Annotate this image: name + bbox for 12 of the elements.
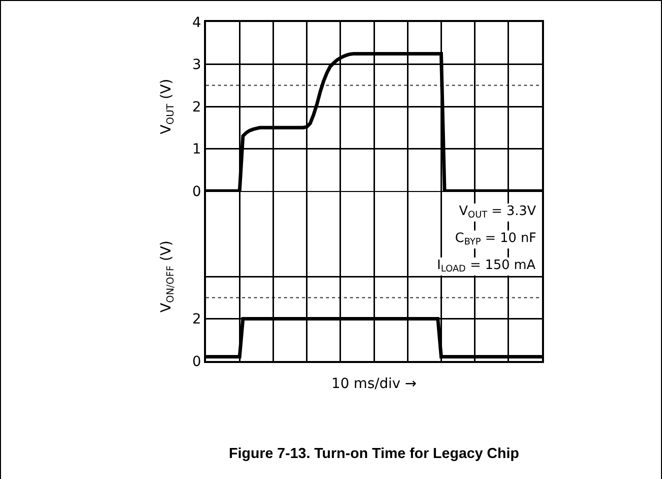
- annotation: V$_{OUT}$ = 3.3V: [459, 204, 536, 221]
- y-tick-label: 2: [192, 312, 202, 328]
- y-tick-label: 1: [192, 142, 202, 158]
- y-tick-label: 3: [192, 57, 202, 74]
- annotation: I$_{LOAD}$ = 150 mA: [437, 258, 536, 275]
- text: Figure 7-13. Turn-on Time for Legacy Chip: [228, 446, 520, 462]
- y-tick-label: 4: [192, 14, 202, 31]
- x-axis-title: 10 ms/div →: [331, 376, 417, 392]
- annotation: C$_{BYP}$ = 10 nF: [455, 231, 536, 248]
- y-tick-label: 0: [192, 184, 202, 200]
- y-tick-label: 2: [192, 99, 202, 116]
- y-tick-label: 0: [192, 354, 202, 370]
